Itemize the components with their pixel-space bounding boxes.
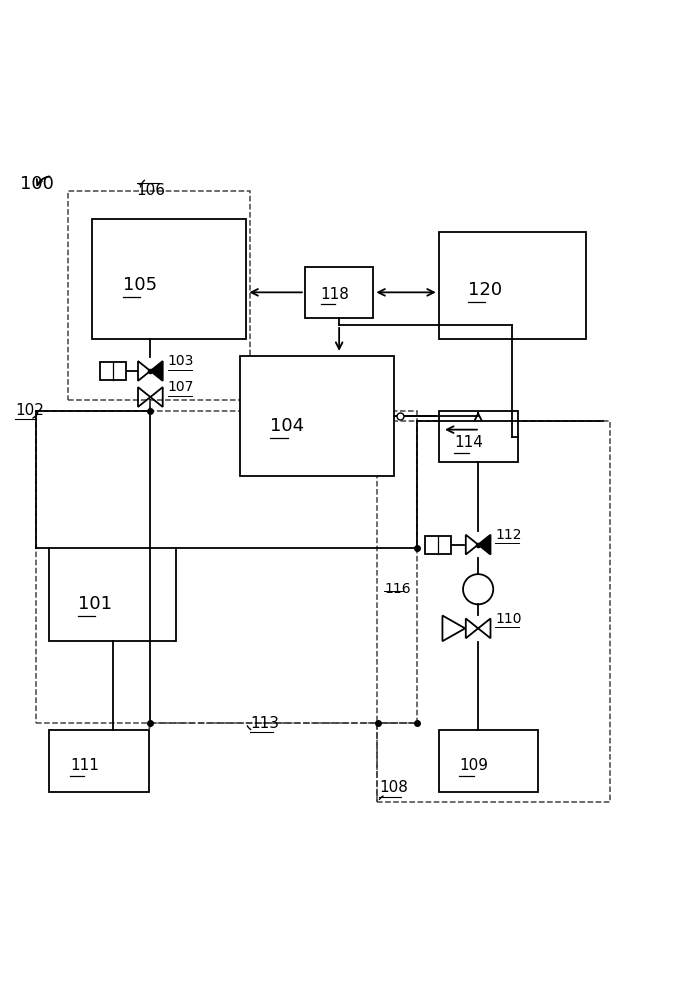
Bar [439, 232, 586, 339]
Text: 106: 106 [136, 183, 165, 198]
Bar [239, 356, 394, 476]
Text: 105: 105 [123, 276, 157, 294]
Text: 111: 111 [70, 758, 99, 773]
Bar [426, 536, 451, 554]
Text: 116: 116 [385, 582, 411, 596]
Text: 108: 108 [379, 780, 408, 795]
Polygon shape [150, 361, 163, 381]
Bar [36, 411, 417, 723]
Text: 100: 100 [20, 175, 54, 193]
Bar [49, 730, 149, 792]
Text: 104: 104 [271, 417, 304, 435]
Text: 118: 118 [320, 287, 349, 302]
Text: 113: 113 [250, 716, 279, 731]
Text: 112: 112 [495, 528, 522, 542]
Polygon shape [478, 535, 491, 555]
Bar [49, 548, 176, 641]
Text: 107: 107 [167, 380, 194, 394]
Text: 102: 102 [15, 403, 44, 418]
Text: 114: 114 [455, 435, 483, 450]
Text: 109: 109 [459, 758, 489, 773]
Text: 101: 101 [78, 595, 112, 613]
Bar [92, 219, 246, 339]
Bar [439, 730, 538, 792]
Polygon shape [442, 616, 465, 641]
Bar [439, 411, 518, 462]
Bar [304, 267, 374, 318]
Text: 103: 103 [167, 354, 194, 368]
Text: 110: 110 [495, 612, 522, 626]
Text: 120: 120 [468, 281, 502, 299]
Bar [100, 362, 126, 380]
Bar [377, 421, 610, 802]
Bar [68, 191, 250, 400]
